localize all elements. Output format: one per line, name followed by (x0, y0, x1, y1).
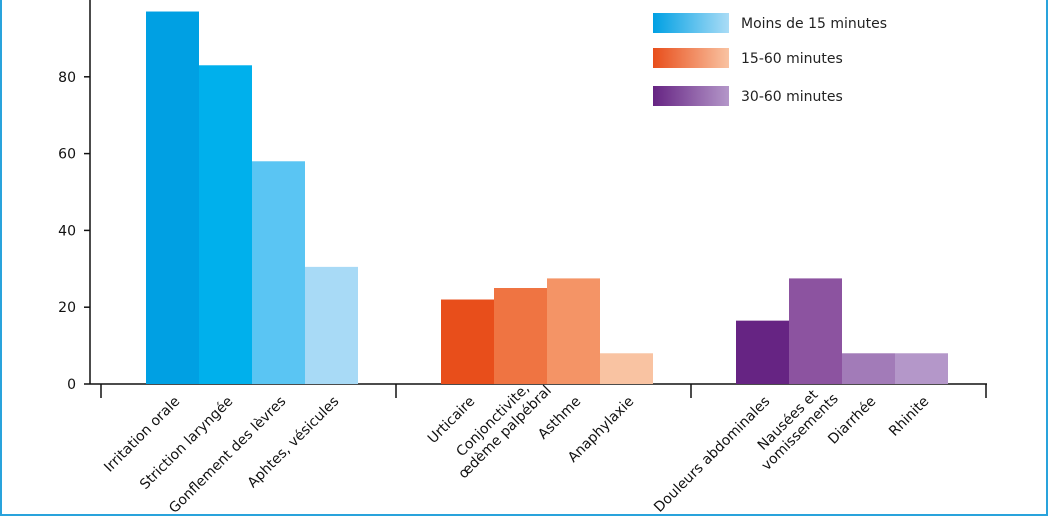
bar (199, 65, 252, 384)
legend-label: 15-60 minutes (741, 51, 843, 67)
bar (252, 161, 305, 384)
y-ticks: 0 20 40 60 80 (58, 70, 90, 393)
category-label: Conjonctivite,œdème palpébral (443, 371, 554, 482)
group-separator-ticks (100, 384, 987, 398)
legend-swatch (653, 48, 729, 68)
legend-label: 30-60 minutes (741, 89, 843, 105)
legend-swatch (653, 13, 729, 33)
legend: Moins de 15 minutes 15-60 minutes 30-60 mi… (653, 13, 887, 106)
legend-label: Moins de 15 minutes (741, 16, 887, 32)
category-label: Nausées etvomissements (747, 379, 842, 474)
bar (842, 353, 895, 384)
category-label: Striction laryngée (137, 394, 236, 493)
bar (494, 288, 547, 384)
bars (146, 11, 948, 385)
bar (895, 353, 948, 384)
category-label: Aphtes, vésicules (245, 394, 343, 492)
category-label: Douleurs abdominales (651, 394, 773, 516)
legend-swatch (653, 86, 729, 106)
bar (600, 353, 653, 384)
bar (305, 266, 358, 384)
y-tick-label: 20 (58, 300, 76, 316)
y-tick-label: 80 (58, 70, 76, 86)
bar (146, 11, 199, 385)
bar (441, 299, 494, 384)
bar (547, 278, 600, 384)
bar (736, 320, 789, 384)
y-tick-label: 40 (58, 223, 76, 239)
y-tick-label: 0 (67, 377, 76, 393)
bar (789, 278, 842, 384)
category-label: Rhinite (886, 394, 932, 440)
y-tick-label: 60 (58, 147, 76, 163)
